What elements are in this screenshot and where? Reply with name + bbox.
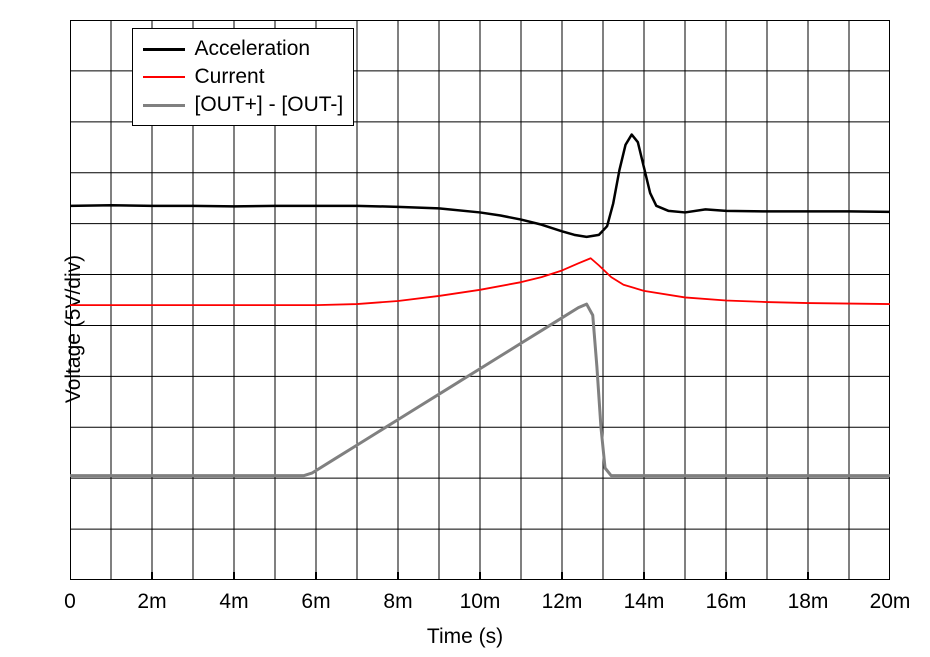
legend-label: [OUT+] - [OUT-]: [195, 93, 344, 117]
x-tick-label: 4m: [219, 590, 248, 614]
legend-swatch: [143, 104, 185, 107]
x-axis-label: Time (s): [427, 625, 503, 649]
legend-label: Current: [195, 65, 265, 89]
legend-item: Current: [143, 63, 344, 91]
x-tick-label: 2m: [137, 590, 166, 614]
legend-item: Acceleration: [143, 35, 344, 63]
x-tick-label: 10m: [460, 590, 501, 614]
legend-item: [OUT+] - [OUT-]: [143, 91, 344, 119]
x-tick-label: 14m: [624, 590, 665, 614]
legend: Acceleration Current [OUT+] - [OUT-]: [132, 28, 355, 126]
x-tick-label: 0: [64, 590, 76, 614]
legend-swatch: [143, 76, 185, 78]
x-tick-label: 6m: [301, 590, 330, 614]
x-tick-label: 12m: [542, 590, 583, 614]
x-tick-label: 18m: [788, 590, 829, 614]
legend-swatch: [143, 48, 185, 51]
x-tick-label: 20m: [870, 590, 911, 614]
legend-label: Acceleration: [195, 37, 311, 61]
x-tick-label: 8m: [383, 590, 412, 614]
oscilloscope-chart: Voltage (5V/div) Time (s) 02m4m6m8m10m12…: [0, 0, 930, 657]
x-tick-label: 16m: [706, 590, 747, 614]
